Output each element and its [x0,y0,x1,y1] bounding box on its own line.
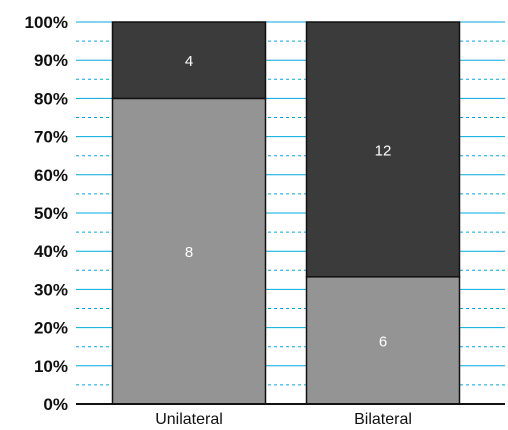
data-label-bilateral-0: 6 [379,333,387,350]
y-tick-label: 20% [34,319,68,338]
category-label-bilateral: Bilateral [354,411,412,428]
y-tick-label: 10% [34,357,68,376]
y-tick-label: 0% [43,395,68,414]
y-tick-label: 70% [34,128,68,147]
y-tick-label: 30% [34,280,68,299]
category-label-unilateral: Unilateral [155,411,223,428]
x-axis-categories: Unilateral Bilateral [155,411,412,428]
y-tick-label: 50% [34,204,68,223]
y-tick-label: 40% [34,242,68,261]
y-tick-label: 100% [25,13,68,32]
y-axis-ticks: 0% 10% 20% 30% 40% 50% 60% 70% 80% 90% 100% [25,13,68,414]
bars: 8 4 6 12 [111,21,461,405]
bar-segment-unilateral-1 [111,21,267,100]
data-label-unilateral-1: 4 [185,53,193,70]
y-tick-label: 90% [34,51,68,70]
data-label-bilateral-1: 12 [375,142,392,159]
y-tick-label: 80% [34,89,68,108]
bar-segment-bilateral-1 [305,21,461,278]
y-tick-label: 60% [34,166,68,185]
data-label-unilateral-0: 8 [185,244,193,261]
bar-segment-bilateral-0 [305,276,461,405]
